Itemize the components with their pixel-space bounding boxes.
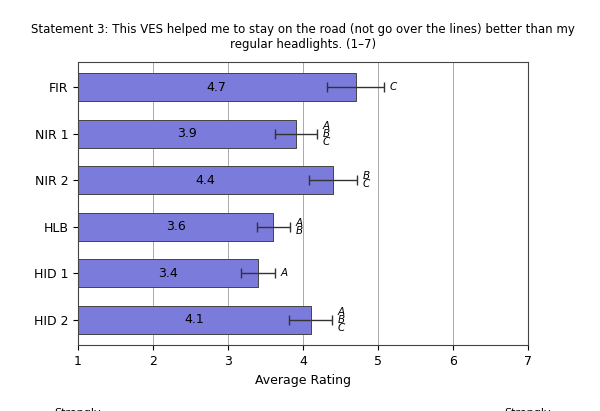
Text: B: B xyxy=(363,171,370,181)
Text: A: A xyxy=(337,307,344,317)
Bar xyxy=(78,259,258,287)
Text: A: A xyxy=(281,268,287,278)
Title: Statement 3: This VES helped me to stay on the road (not go over the lines) bett: Statement 3: This VES helped me to stay … xyxy=(31,23,575,51)
Text: Strongly
Disagree: Strongly Disagree xyxy=(503,408,553,411)
Bar xyxy=(78,306,311,334)
Bar xyxy=(78,166,333,194)
X-axis label: Average Rating: Average Rating xyxy=(255,374,351,386)
Text: 4.1: 4.1 xyxy=(184,313,204,326)
Text: C: C xyxy=(337,323,345,332)
Text: 4.7: 4.7 xyxy=(207,81,227,94)
Bar xyxy=(78,120,296,148)
Text: A: A xyxy=(323,121,329,131)
Text: C: C xyxy=(363,179,370,189)
Text: A: A xyxy=(296,218,302,228)
Text: B: B xyxy=(323,129,329,139)
Text: B: B xyxy=(296,226,302,236)
Text: 3.6: 3.6 xyxy=(166,220,185,233)
Text: 3.4: 3.4 xyxy=(158,267,178,279)
Text: 3.9: 3.9 xyxy=(177,127,197,140)
Text: C: C xyxy=(323,136,330,147)
Text: Strongly
Agree: Strongly Agree xyxy=(55,408,101,411)
Text: 4.4: 4.4 xyxy=(196,174,215,187)
Bar xyxy=(78,213,273,240)
Text: C: C xyxy=(390,82,397,92)
Bar xyxy=(78,73,355,101)
Text: B: B xyxy=(337,315,344,325)
